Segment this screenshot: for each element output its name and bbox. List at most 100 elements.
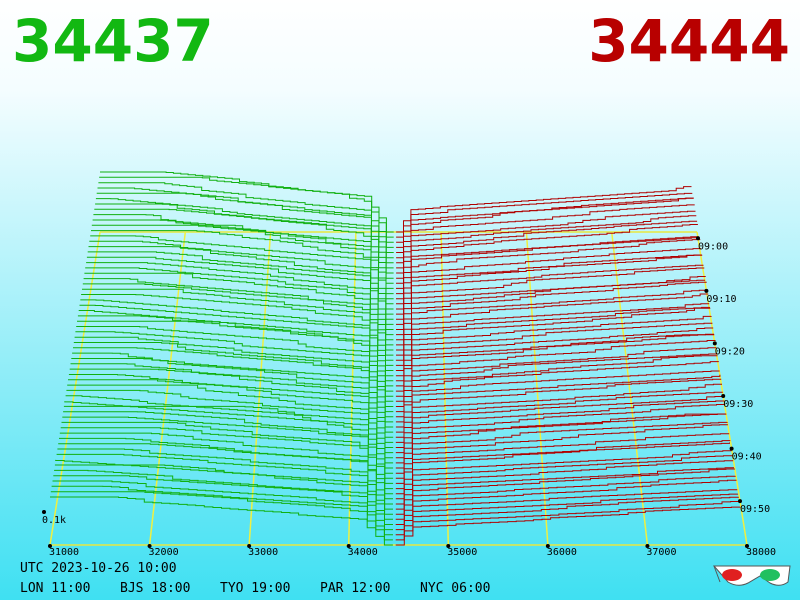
ask-depth-line xyxy=(395,370,720,413)
bid-depth-line xyxy=(52,480,393,531)
time-label: 09:30 xyxy=(723,399,753,410)
clock: NYC 06:00 xyxy=(420,581,490,596)
time-tick xyxy=(738,499,742,504)
ask-depth-line xyxy=(395,383,722,428)
ask-depth-line xyxy=(396,197,694,248)
ask-depth-line xyxy=(395,433,730,474)
bid-depth-line xyxy=(57,448,393,500)
price-tick xyxy=(346,544,351,548)
scale-tick xyxy=(42,510,46,514)
bid-depth-line xyxy=(91,224,394,284)
price-grid-line xyxy=(610,231,649,546)
ask-depth-line xyxy=(396,293,709,341)
bid-depth-line xyxy=(69,368,394,423)
ask-depth-line xyxy=(395,347,717,392)
ask-depth-line xyxy=(395,424,728,469)
price-grid-line xyxy=(347,231,357,546)
clock: BJS 18:00 xyxy=(120,581,190,596)
bid-depth-line xyxy=(50,496,393,546)
3d-glasses-icon xyxy=(712,565,791,586)
time-label: 09:50 xyxy=(740,504,770,515)
bid-depth-line xyxy=(79,304,394,361)
ask-depth-line xyxy=(395,448,732,490)
ask-depth-line xyxy=(395,496,739,536)
ask-depth-line xyxy=(396,210,696,259)
ask-depth-line xyxy=(395,442,730,479)
ask-depth-line xyxy=(395,440,731,484)
ask-depth-line xyxy=(395,506,741,546)
ask-depth-line xyxy=(396,303,710,346)
bid-depth-line xyxy=(73,342,394,397)
bid-depth-line xyxy=(86,262,394,320)
ask-depth-line xyxy=(395,400,725,443)
time-label: 09:00 xyxy=(698,241,728,252)
bid-depth-line xyxy=(94,208,394,269)
ask-depth-line xyxy=(396,186,692,233)
ask-depth-line xyxy=(395,404,726,448)
price-label: 36000 xyxy=(547,547,577,558)
bid-depth-line xyxy=(80,299,394,356)
ask-depth-line xyxy=(396,192,693,238)
ask-depth-line xyxy=(395,455,733,495)
axis-labels: 31000 32000 33000 34000 35000 36000 37000 38000… xyxy=(42,236,776,558)
bid-depth-line xyxy=(86,256,394,315)
ask-depth-line xyxy=(396,248,702,295)
ask-depth-line xyxy=(396,239,701,289)
bid-depth-line xyxy=(76,326,394,382)
price-tick xyxy=(247,544,252,548)
bid-depth-line xyxy=(93,214,394,274)
ask-depth-line xyxy=(396,220,698,269)
time-tick xyxy=(712,341,717,346)
bid-depth-line xyxy=(87,251,394,310)
price-label: 38000 xyxy=(746,547,776,558)
ask-depth-line xyxy=(395,322,713,366)
ask-depth-line xyxy=(395,413,726,454)
utc-time: UTC 2023-10-26 10:00 xyxy=(20,561,177,576)
bid-depth-line xyxy=(95,198,394,259)
ask-depth-line xyxy=(396,267,705,315)
bid-depth-line xyxy=(82,283,394,341)
ask-depth-line xyxy=(395,413,727,459)
bid-depth-line xyxy=(74,336,394,392)
bid-depth-line xyxy=(98,182,394,243)
bid-depth-line xyxy=(90,235,394,295)
ask-depth-line xyxy=(395,355,718,402)
ask-depth-line xyxy=(395,501,740,541)
bid-depth-line xyxy=(59,432,394,484)
price-grid-line xyxy=(696,231,748,546)
time-tick xyxy=(696,236,700,241)
price-tick xyxy=(446,544,451,548)
ask-depth-line xyxy=(395,327,714,371)
time-tick xyxy=(721,394,726,399)
ask-depth-line xyxy=(396,306,710,351)
price-label: 35000 xyxy=(447,547,477,558)
bid-depth-line xyxy=(89,240,394,300)
bid-depth-line xyxy=(54,464,393,515)
ask-depth-line xyxy=(396,254,703,305)
price-label: 33000 xyxy=(248,547,278,558)
price-tick xyxy=(147,544,152,548)
ask-depth-line xyxy=(396,237,700,284)
bid-depth-line xyxy=(99,176,394,238)
bid-depth-line xyxy=(62,416,394,469)
bid-depth-line xyxy=(68,379,394,433)
time-label: 09:20 xyxy=(715,346,745,357)
ask-depth-line xyxy=(395,378,722,423)
depth-lines xyxy=(50,171,741,546)
time-tick xyxy=(729,446,734,451)
bid-depth-line xyxy=(66,389,394,443)
ask-depth-line xyxy=(395,352,718,397)
price-tick xyxy=(545,544,550,548)
bid-depth-line xyxy=(77,320,394,377)
ask-depth-line xyxy=(395,493,739,531)
bid-depth-line xyxy=(96,192,394,253)
ask-depth-line xyxy=(395,374,721,418)
ask-depth-line xyxy=(395,460,734,500)
bid-depth-line xyxy=(72,352,394,407)
ask-depth-line xyxy=(395,315,712,361)
bid-depth-line xyxy=(75,331,394,387)
ask-depth-line xyxy=(396,281,707,330)
bid-depth-line xyxy=(73,347,394,402)
